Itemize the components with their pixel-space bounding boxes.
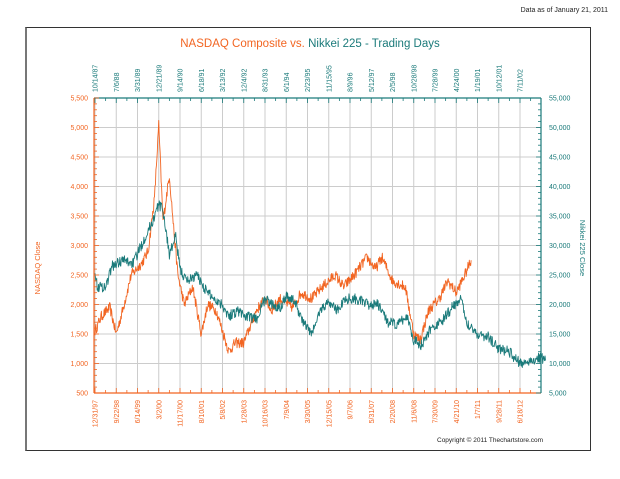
copyright-note: Copyright © 2011 Thechartstore.com	[437, 437, 544, 444]
bottom-tick-label: 10/16/03	[263, 400, 270, 427]
bottom-tick-label: 7/30/09	[433, 400, 440, 423]
top-tick-label: 12/21/89	[156, 65, 163, 92]
bottom-tick-label: 9/28/11	[496, 400, 503, 423]
bottom-tick-label: 5/31/07	[369, 400, 376, 423]
top-tick-label: 7/11/02	[518, 69, 525, 92]
chart-frame	[25, 27, 591, 451]
bottom-tick-label: 9/7/06	[348, 400, 355, 420]
gridlines	[94, 98, 541, 393]
chart-title: NASDAQ Composite vs. Nikkei 225 - Tradin…	[0, 38, 620, 50]
top-tick-label: 2/23/95	[305, 69, 312, 92]
top-tick-label: 9/14/90	[178, 69, 185, 92]
left-tick-label: 1,500	[70, 332, 88, 339]
series-layer	[94, 119, 546, 368]
left-tick-label: 4,500	[70, 155, 88, 162]
bottom-tick-label: 9/22/98	[114, 400, 121, 423]
bottom-tick-label: 2/20/08	[390, 400, 397, 423]
top-tick-label: 10/28/98	[411, 65, 418, 92]
right-tick-label: 45,000	[549, 155, 571, 162]
top-tick-label: 5/12/97	[369, 69, 376, 92]
bottom-tick-label: 11/6/08	[411, 400, 418, 423]
top-tick-label: 8/9/96	[348, 72, 355, 92]
bottom-tick-label: 8/10/01	[199, 400, 206, 423]
right-tick-label: 15,000	[549, 332, 571, 339]
left-tick-label: 2,500	[70, 273, 88, 280]
bottom-tick-label: 6/18/12	[518, 400, 525, 423]
right-tick-label: 30,000	[549, 243, 571, 250]
bottom-tick-label: 11/17/00	[178, 400, 185, 427]
data-as-of-note: Data as of January 21, 2011	[520, 7, 608, 14]
top-tick-label: 8/31/93	[263, 69, 270, 92]
series-line-nasdaq	[94, 119, 472, 354]
right-tick-label: 10,000	[549, 361, 571, 368]
top-tick-label: 10/14/87	[93, 65, 100, 92]
right-tick-label: 55,000	[549, 96, 571, 103]
top-tick-label: 10/12/01	[496, 65, 503, 92]
bottom-tick-label: 4/21/10	[454, 400, 461, 423]
bottom-tick-label: 3/2/00	[156, 400, 163, 420]
left-tick-label: 2,000	[70, 302, 88, 309]
top-tick-label: 3/31/89	[135, 69, 142, 92]
bottom-tick-label: 1/28/03	[241, 400, 248, 423]
top-tick-label: 6/18/91	[199, 69, 206, 92]
right-tick-label: 50,000	[549, 125, 571, 132]
left-tick-label: 3,500	[70, 214, 88, 221]
top-tick-label: 11/15/95	[326, 65, 333, 92]
left-tick-label: 5,500	[70, 96, 88, 103]
left-tick-label: 4,000	[70, 184, 88, 191]
title-nasdaq-part: NASDAQ Composite vs.	[180, 38, 305, 50]
right-tick-label: 5,000	[549, 391, 567, 398]
right-tick-label: 20,000	[549, 302, 571, 309]
right-tick-label: 35,000	[549, 214, 571, 221]
bottom-tick-label: 5/8/02	[220, 400, 227, 420]
right-tick-label: 25,000	[549, 273, 571, 280]
title-nikkei-part: Nikkei 225 - Trading Days	[308, 38, 440, 50]
top-tick-label: 3/13/92	[220, 69, 227, 92]
left-axis-title: NASDAQ Close	[33, 242, 42, 295]
top-tick-label: 2/5/98	[390, 72, 397, 92]
bottom-tick-label: 6/14/99	[135, 400, 142, 423]
bottom-tick-label: 12/15/05	[326, 400, 333, 427]
series-line-nikkei	[94, 200, 546, 368]
left-tick-label: 1,000	[70, 361, 88, 368]
top-tick-label: 1/19/01	[475, 69, 482, 92]
axes-layer	[93, 97, 542, 394]
left-tick-label: 5,000	[70, 125, 88, 132]
top-tick-label: 12/4/92	[241, 69, 248, 92]
left-tick-label: 500	[76, 391, 88, 398]
bottom-tick-label: 3/30/05	[305, 400, 312, 423]
bottom-tick-label: 1/7/11	[475, 400, 482, 419]
top-tick-label: 7/6/88	[114, 72, 121, 92]
bottom-tick-label: 12/31/97	[93, 400, 100, 427]
top-tick-label: 6/1/94	[284, 72, 291, 92]
right-axis-title: Nikkei 225 Close	[578, 220, 587, 276]
top-tick-label: 4/24/00	[454, 69, 461, 92]
bottom-tick-label: 7/9/04	[284, 400, 291, 420]
labels-layer: 500 1,000 1,500 2,000 2,500 3,000 3,500 4,000 4,…	[33, 65, 587, 428]
right-tick-label: 40,000	[549, 184, 571, 191]
top-tick-label: 7/28/99	[433, 69, 440, 92]
left-tick-label: 3,000	[70, 243, 88, 250]
